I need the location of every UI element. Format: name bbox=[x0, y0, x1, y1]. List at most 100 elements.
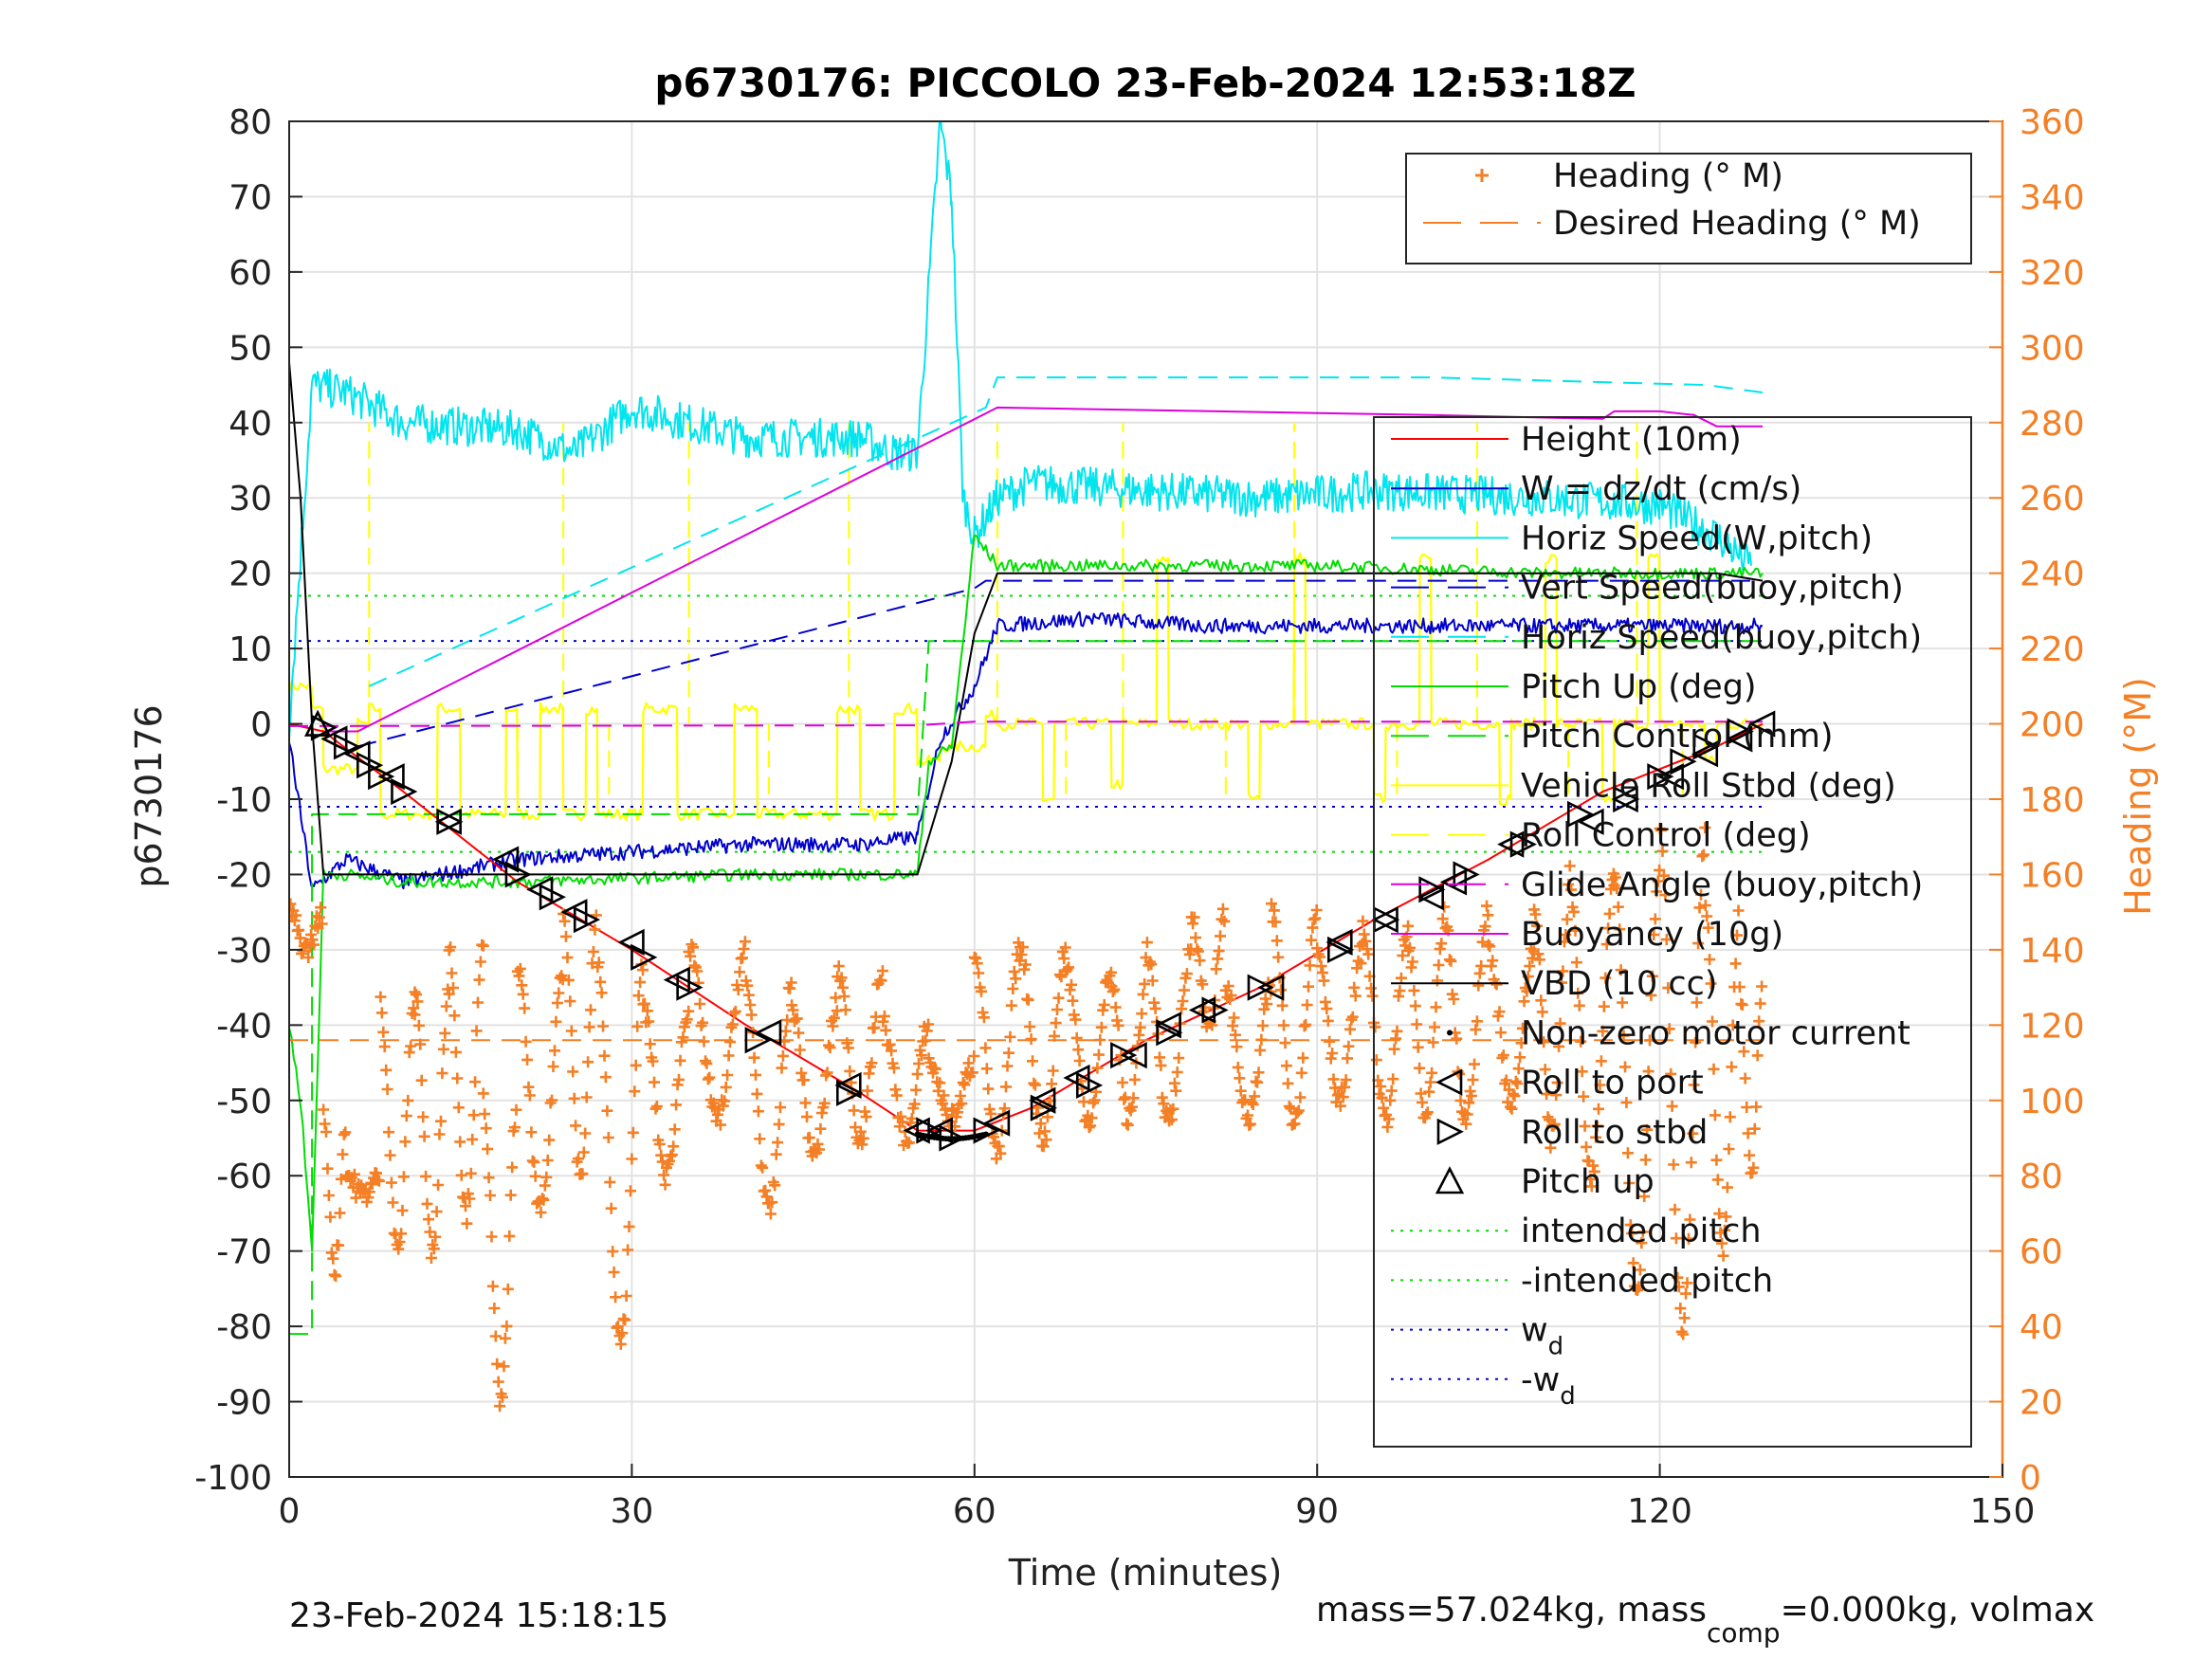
heading-point-742 bbox=[1283, 1101, 1295, 1113]
heading-point-930 bbox=[1536, 1006, 1548, 1018]
heading-point-286 bbox=[668, 1123, 681, 1136]
legend-main-label-18: wd bbox=[1521, 1312, 1563, 1361]
heading-point-250 bbox=[620, 1290, 632, 1302]
heading-point-768 bbox=[1318, 975, 1330, 987]
yr-tick-label-2: 40 bbox=[2020, 1308, 2063, 1347]
heading-point-517 bbox=[979, 1042, 992, 1054]
heading-point-882 bbox=[1472, 979, 1485, 992]
series-line-4 bbox=[357, 579, 1763, 748]
heading-point-649 bbox=[1158, 1098, 1170, 1110]
series-line-6 bbox=[289, 720, 1763, 727]
heading-point-30 bbox=[324, 1211, 337, 1223]
heading-point-1026 bbox=[1666, 1100, 1678, 1112]
heading-point-326 bbox=[722, 1049, 735, 1062]
heading-point-584 bbox=[1069, 1013, 1082, 1026]
heading-point-616 bbox=[1112, 1019, 1124, 1031]
y-axis-label: p6730176 bbox=[128, 704, 170, 887]
heading-point-1044 bbox=[1691, 996, 1703, 1009]
heading-point-238 bbox=[604, 1176, 616, 1189]
heading-point-972 bbox=[1594, 1079, 1606, 1091]
marker-roll-port-0 bbox=[320, 725, 348, 753]
heading-point-900 bbox=[1496, 1051, 1508, 1064]
heading-point-969 bbox=[1590, 1131, 1602, 1143]
marker-roll-port-20 bbox=[1325, 928, 1353, 957]
heading-point-973 bbox=[1595, 1055, 1607, 1067]
heading-point-783 bbox=[1339, 1081, 1351, 1093]
heading-point-965 bbox=[1584, 1174, 1597, 1185]
heading-point-646 bbox=[1154, 1051, 1165, 1064]
series-pitch-up bbox=[289, 534, 1764, 1252]
heading-point-866 bbox=[1451, 1032, 1463, 1045]
heading-point-554 bbox=[1029, 1079, 1041, 1091]
heading-point-312 bbox=[704, 1071, 716, 1084]
heading-point-736 bbox=[1275, 984, 1288, 996]
heading-point-691 bbox=[1215, 930, 1226, 942]
heading-point-379 bbox=[794, 1044, 806, 1056]
heading-point-1081 bbox=[1741, 1102, 1753, 1113]
heading-point-992 bbox=[1620, 1097, 1633, 1108]
heading-point-675 bbox=[1192, 945, 1204, 957]
heading-point-991 bbox=[1619, 1061, 1631, 1073]
heading-point-348 bbox=[752, 1105, 764, 1118]
heading-point-14 bbox=[302, 952, 315, 963]
heading-point-910 bbox=[1509, 1075, 1522, 1087]
marker-roll-port-15 bbox=[1063, 1064, 1090, 1092]
heading-point-628 bbox=[1128, 1073, 1141, 1085]
heading-point-1022 bbox=[1660, 934, 1673, 946]
heading-point-469 bbox=[915, 1049, 927, 1062]
heading-point-336 bbox=[737, 952, 748, 964]
heading-point-640 bbox=[1145, 958, 1158, 971]
heading-point-753 bbox=[1298, 1020, 1310, 1032]
heading-point-266 bbox=[641, 1005, 653, 1017]
heading-point-1045 bbox=[1692, 938, 1705, 950]
heading-point-943 bbox=[1554, 1017, 1566, 1030]
heading-point-81 bbox=[393, 1236, 406, 1248]
heading-point-175 bbox=[519, 1002, 531, 1014]
heading-point-1015 bbox=[1652, 875, 1664, 887]
heading-point-331 bbox=[729, 1005, 741, 1017]
heading-point-824 bbox=[1394, 985, 1406, 997]
yr-tick-label-0: 0 bbox=[2020, 1459, 2041, 1498]
heading-point-984 bbox=[1609, 871, 1621, 884]
heading-point-254 bbox=[626, 1153, 638, 1165]
heading-point-416 bbox=[844, 1065, 856, 1077]
heading-point-909 bbox=[1508, 1090, 1521, 1103]
heading-point-195 bbox=[546, 1094, 558, 1106]
heading-point-147 bbox=[480, 1122, 492, 1135]
heading-point-1017 bbox=[1654, 823, 1666, 835]
heading-point-343 bbox=[745, 1009, 758, 1021]
heading-point-285 bbox=[667, 1140, 680, 1153]
heading-point-368 bbox=[779, 1025, 792, 1037]
heading-point-279 bbox=[659, 1178, 671, 1191]
heading-point-641 bbox=[1146, 975, 1159, 987]
heading-point-393 bbox=[814, 1143, 825, 1156]
heading-point-252 bbox=[623, 1220, 635, 1232]
yr-tick-label-14: 280 bbox=[2020, 405, 2085, 444]
heading-point-140 bbox=[472, 996, 484, 1009]
heading-point-465 bbox=[910, 1084, 923, 1096]
heading-point-29 bbox=[322, 1190, 335, 1201]
heading-point-429 bbox=[862, 1085, 873, 1097]
yr-tick-label-13: 260 bbox=[2020, 480, 2085, 519]
heading-point-467 bbox=[913, 1058, 924, 1069]
heading-point-881 bbox=[1471, 1015, 1483, 1028]
legend-heading-symbol-0 bbox=[1475, 169, 1489, 182]
heading-point-1012 bbox=[1648, 929, 1660, 940]
heading-point-49 bbox=[350, 1192, 362, 1204]
heading-point-357 bbox=[764, 1208, 777, 1220]
heading-point-579 bbox=[1063, 961, 1075, 974]
series-vehicle-roll bbox=[289, 552, 1764, 822]
heading-point-165 bbox=[504, 1189, 517, 1201]
heading-point-775 bbox=[1327, 1073, 1340, 1085]
heading-point-994 bbox=[1623, 1177, 1636, 1189]
heading-point-37 bbox=[334, 1207, 346, 1219]
marker-roll-port-27 bbox=[1656, 763, 1684, 791]
heading-point-538 bbox=[1008, 965, 1020, 977]
heading-point-112 bbox=[435, 1115, 447, 1127]
heading-point-531 bbox=[998, 1103, 1011, 1115]
heading-point-7 bbox=[293, 924, 305, 937]
heading-point-242 bbox=[610, 1291, 622, 1304]
heading-point-87 bbox=[402, 1094, 414, 1106]
series-horiz-speed bbox=[289, 121, 1752, 738]
heading-point-443 bbox=[880, 1024, 892, 1036]
